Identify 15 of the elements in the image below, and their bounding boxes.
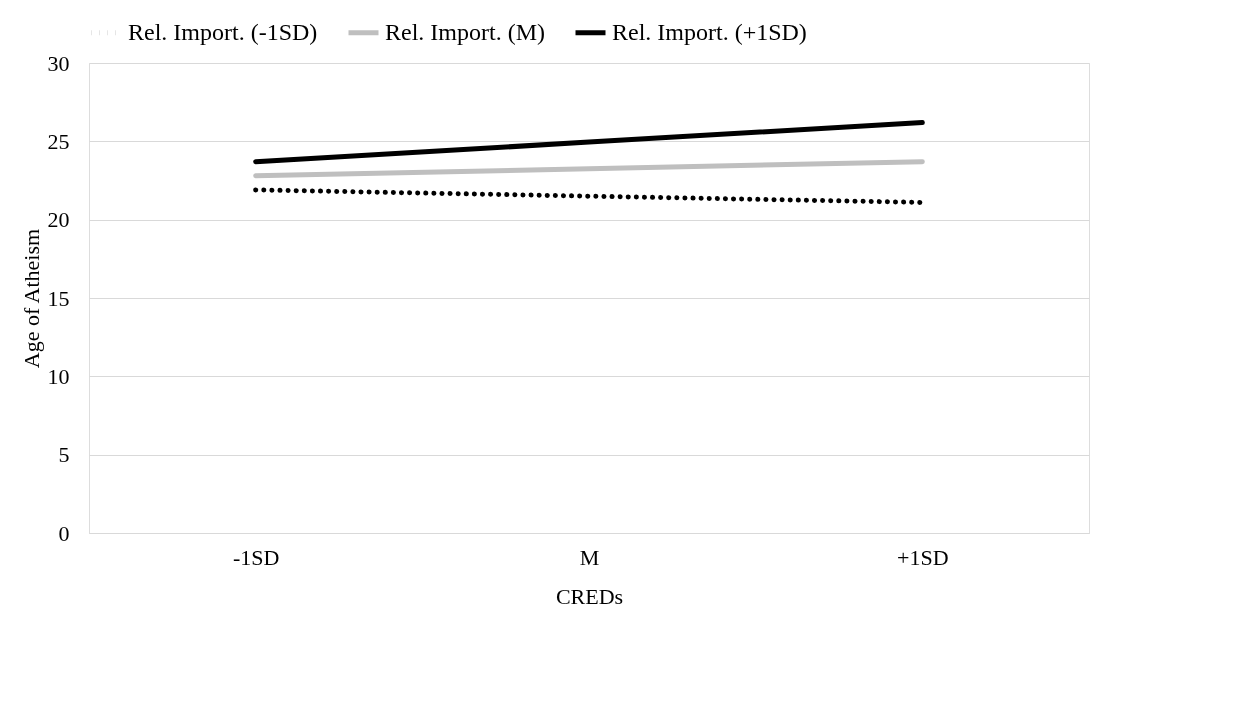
legend-label: Rel. Import. (-1SD) (128, 18, 318, 45)
legend-label: Rel. Import. (M) (385, 18, 545, 45)
y-tick-label: 25 (47, 128, 70, 154)
y-tick-label: 10 (47, 363, 70, 389)
y-axis-title: Age of Atheism (18, 228, 44, 369)
legend-label: Rel. Import. (+1SD) (612, 18, 807, 45)
x-axis-title: CREDs (555, 583, 624, 609)
x-tick-label: +1SD (897, 544, 949, 570)
y-tick-label: 5 (58, 442, 70, 468)
x-tick-label: -1SD (232, 544, 280, 570)
y-tick-label: 0 (58, 520, 70, 546)
y-tick-label: 15 (47, 285, 70, 311)
y-tick-label: 30 (47, 50, 70, 76)
y-tick-label: 20 (47, 207, 70, 233)
x-tick-label: M (579, 544, 600, 570)
